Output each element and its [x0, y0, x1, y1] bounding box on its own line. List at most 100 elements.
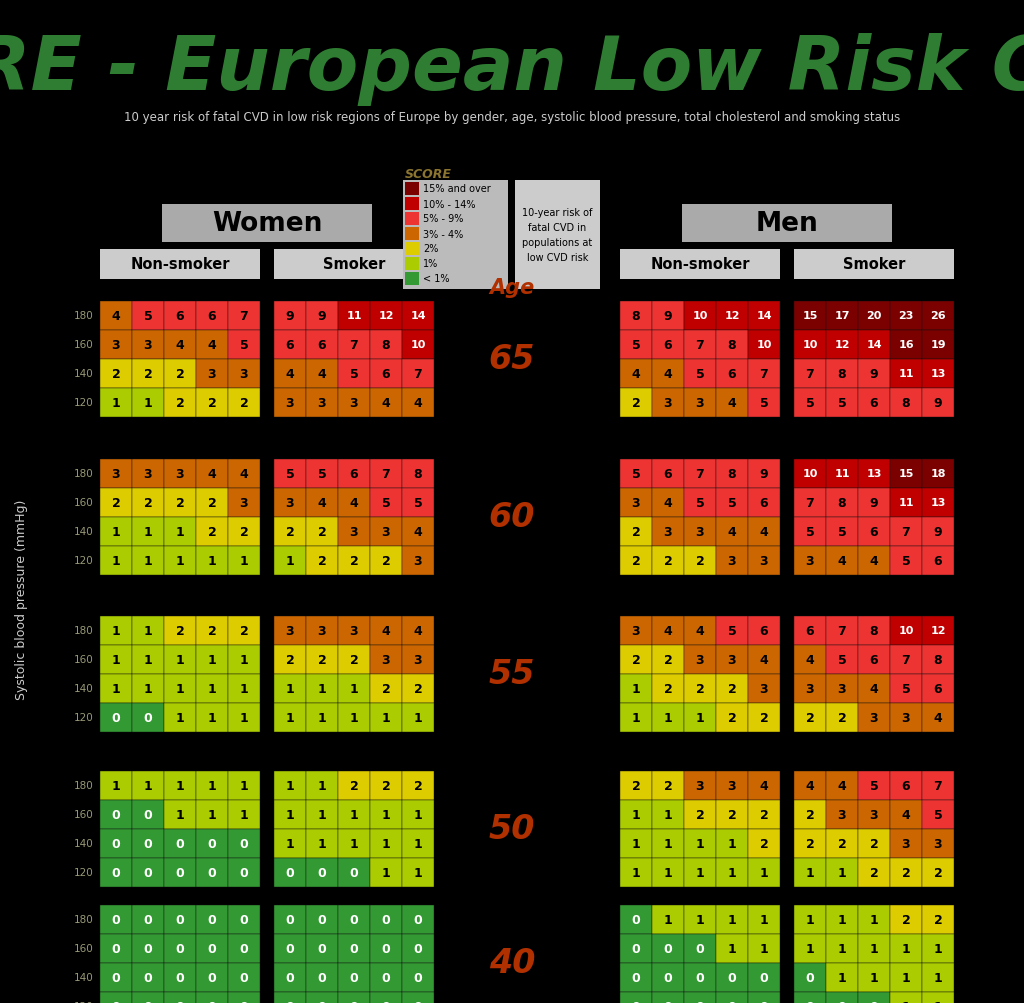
Bar	[306, 645, 338, 674]
Bar	[274, 518, 306, 547]
Bar	[858, 360, 890, 388]
Text: 1: 1	[806, 867, 814, 879]
Bar	[164, 617, 196, 645]
Bar	[228, 703, 260, 732]
FancyBboxPatch shape	[620, 250, 780, 280]
Text: 3: 3	[664, 396, 673, 409]
Text: 1: 1	[632, 867, 640, 879]
Text: 0: 0	[143, 1000, 153, 1003]
Text: 0: 0	[286, 1000, 294, 1003]
Text: 1: 1	[143, 682, 153, 695]
Text: 3: 3	[695, 653, 705, 666]
Text: 0: 0	[414, 942, 422, 955]
Bar	[164, 771, 196, 800]
Text: 4: 4	[664, 368, 673, 380]
Bar	[922, 617, 954, 645]
Bar	[684, 547, 716, 576]
Text: 160: 160	[75, 340, 94, 350]
Text: 140: 140	[75, 527, 94, 537]
Text: 2: 2	[317, 555, 327, 568]
Bar	[306, 800, 338, 829]
Text: Smoker: Smoker	[323, 257, 385, 272]
Text: 4: 4	[760, 779, 768, 792]
Text: 0: 0	[176, 867, 184, 879]
Text: 3: 3	[902, 838, 910, 851]
Text: 2: 2	[632, 526, 640, 539]
Text: 1: 1	[632, 682, 640, 695]
Text: 3: 3	[806, 682, 814, 695]
Bar	[228, 547, 260, 576]
Text: 1: 1	[286, 808, 294, 821]
Text: 1: 1	[728, 867, 736, 879]
Text: 5: 5	[317, 467, 327, 480]
Bar	[100, 963, 132, 992]
Bar	[164, 829, 196, 859]
Bar	[100, 771, 132, 800]
Text: 4: 4	[695, 625, 705, 637]
Bar	[652, 829, 684, 859]
Bar	[620, 388, 652, 417]
Text: 23: 23	[898, 311, 913, 321]
Text: 1: 1	[176, 526, 184, 539]
Text: 1: 1	[112, 526, 121, 539]
Text: 0: 0	[143, 971, 153, 984]
Text: 9: 9	[760, 467, 768, 480]
Bar	[716, 645, 748, 674]
Bar	[370, 617, 402, 645]
Bar	[858, 388, 890, 417]
Text: 0: 0	[176, 913, 184, 926]
FancyBboxPatch shape	[100, 250, 260, 280]
Text: 3: 3	[176, 467, 184, 480]
Bar	[748, 645, 780, 674]
FancyBboxPatch shape	[794, 250, 954, 280]
Text: 1: 1	[286, 838, 294, 851]
Bar	[132, 674, 164, 703]
Text: 180: 180	[75, 469, 94, 479]
Text: 5: 5	[143, 310, 153, 323]
Bar	[748, 488, 780, 518]
Bar	[748, 934, 780, 963]
Text: 4: 4	[664, 496, 673, 510]
Bar	[228, 459, 260, 488]
Bar	[406, 243, 419, 256]
Text: 4: 4	[317, 496, 327, 510]
Bar	[620, 617, 652, 645]
Bar	[922, 674, 954, 703]
Text: 1: 1	[414, 711, 422, 724]
Text: 180: 180	[75, 311, 94, 321]
Bar	[922, 547, 954, 576]
Text: 4: 4	[901, 808, 910, 821]
Text: Women: Women	[212, 211, 323, 237]
Text: Non-smoker: Non-smoker	[650, 257, 750, 272]
Bar	[826, 518, 858, 547]
Bar	[402, 992, 434, 1003]
Text: 0: 0	[143, 808, 153, 821]
Text: 3: 3	[728, 779, 736, 792]
Text: 160: 160	[75, 498, 94, 508]
Text: 2: 2	[349, 555, 358, 568]
Text: SCORE: SCORE	[406, 168, 452, 181]
Text: 1: 1	[317, 838, 327, 851]
Bar	[196, 518, 228, 547]
Text: 2: 2	[286, 653, 294, 666]
Text: 3: 3	[317, 625, 327, 637]
Text: 4: 4	[934, 711, 942, 724]
Text: 1: 1	[240, 779, 249, 792]
Text: 0: 0	[382, 913, 390, 926]
Bar	[620, 360, 652, 388]
Text: 0: 0	[728, 971, 736, 984]
Bar	[620, 963, 652, 992]
Text: 1: 1	[664, 913, 673, 926]
Bar	[922, 859, 954, 887]
Bar	[228, 331, 260, 360]
Text: 12: 12	[930, 626, 946, 636]
Text: 4: 4	[208, 467, 216, 480]
Bar	[196, 617, 228, 645]
Bar	[748, 771, 780, 800]
Bar	[716, 703, 748, 732]
Text: 2: 2	[901, 913, 910, 926]
Bar	[716, 800, 748, 829]
Text: 10: 10	[803, 469, 818, 479]
Text: 2: 2	[934, 867, 942, 879]
Text: 2: 2	[382, 779, 390, 792]
